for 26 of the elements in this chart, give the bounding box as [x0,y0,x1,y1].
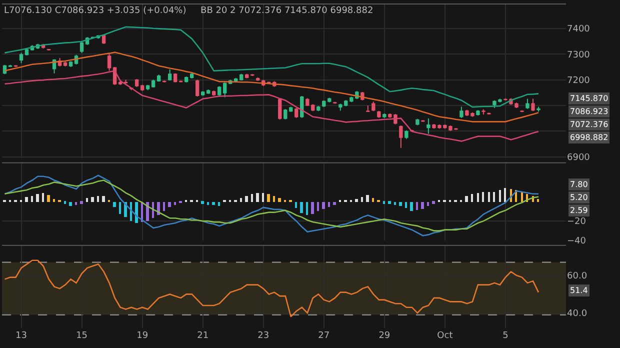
text: 7086.923 [570,107,608,116]
text: 6998.882 [570,133,608,142]
y-tick-label: 40.0 [567,309,588,320]
chart-title: L7076.130 C7086.923 +3.035 (+0.04%) BB 20 2 7072.376 7145.870 6998.882 [4,6,374,16]
y-tick-label: 7300 [567,50,590,60]
y-tick-label: 60.0 [567,272,588,282]
x-tick-label: 15 [76,331,88,341]
text: 5.20 [570,193,588,202]
x-tick-label: 21 [197,331,209,341]
x-tick-label: 13 [16,331,27,341]
x-tick-label: 19 [136,331,148,341]
x-tick-label: 23 [258,331,270,341]
y-tick-label: 6900 [567,153,590,164]
y-tick-label: −20 [567,217,586,228]
text: 7.80 [570,180,588,189]
x-tick-label: 27 [318,331,330,341]
x-tick-label: 5 [502,331,508,341]
text: 7072.376 [570,120,608,129]
text: 2.59 [570,206,588,215]
y-tick-label: 7400 [567,24,590,35]
x-tick-label: 29 [378,331,390,341]
y-tick-label: −40 [567,236,586,247]
text: 7145.870 [570,94,608,103]
x-tick-label: Oct [437,331,454,341]
text: 51.4 [570,286,588,295]
y-tick-label: 7200 [567,76,590,86]
